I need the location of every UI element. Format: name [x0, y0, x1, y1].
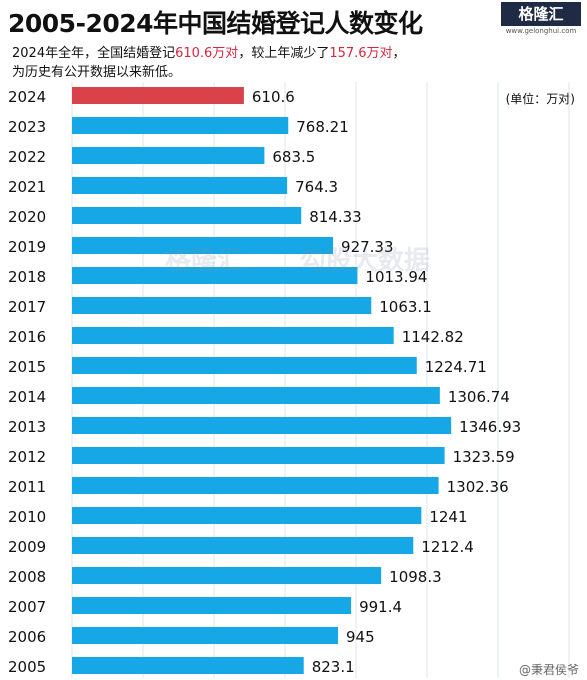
- subtitle-part-e: ，: [392, 46, 406, 61]
- category-label-2010: 2010: [8, 508, 46, 526]
- subtitle-part-a: 2024年全年，全国结婚登记: [12, 46, 176, 61]
- category-label-2009: 2009: [8, 538, 46, 556]
- bar-2014: [72, 387, 440, 404]
- bar-2015: [72, 357, 417, 374]
- bar-2022: [72, 147, 265, 164]
- bar-2019: [72, 237, 334, 254]
- category-label-2020: 2020: [8, 208, 46, 226]
- value-label-2009: 1212.4: [421, 538, 474, 556]
- bar-2024: [72, 87, 244, 104]
- watermark-logo: 格隆汇: [165, 246, 244, 276]
- chart-title: 2005-2024年中国结婚登记人数变化: [8, 9, 423, 38]
- value-label-2019: 927.33: [341, 238, 394, 256]
- category-label-2018: 2018: [8, 268, 46, 286]
- category-label-2005: 2005: [8, 658, 46, 676]
- bar-2010: [72, 507, 422, 524]
- subtitle-highlight-decrease: 157.6万对: [329, 46, 393, 61]
- category-label-2021: 2021: [8, 178, 46, 196]
- value-label-2024: 610.6: [252, 88, 295, 106]
- category-label-2007: 2007: [8, 598, 46, 616]
- bar-2013: [72, 417, 452, 434]
- bar-2006: [72, 627, 339, 644]
- bar-2009: [72, 537, 414, 554]
- value-label-2011: 1302.36: [447, 478, 509, 496]
- footer-watermark: @秉君侯爷: [518, 663, 579, 677]
- value-label-2017: 1063.1: [379, 298, 432, 316]
- category-label-2014: 2014: [8, 388, 46, 406]
- category-label-2006: 2006: [8, 628, 46, 646]
- value-label-2013: 1346.93: [459, 418, 521, 436]
- value-label-2007: 991.4: [359, 598, 402, 616]
- category-label-2023: 2023: [8, 118, 46, 136]
- category-label-2013: 2013: [8, 418, 46, 436]
- bar-2016: [72, 327, 394, 344]
- bar-2008: [72, 567, 382, 584]
- value-label-2022: 683.5: [272, 148, 315, 166]
- value-label-2016: 1142.82: [402, 328, 464, 346]
- value-label-2006: 945: [346, 628, 375, 646]
- bar-2007: [72, 597, 352, 614]
- value-label-2005: 823.1: [312, 658, 355, 676]
- logo-url: www.gelonghui.com: [505, 27, 577, 35]
- value-label-2015: 1224.71: [425, 358, 487, 376]
- category-label-2024: 2024: [8, 88, 46, 106]
- subtitle-line-1: 2024年全年，全国结婚登记610.6万对，较上年减少了157.6万对，: [12, 42, 406, 61]
- category-label-2019: 2019: [8, 238, 46, 256]
- bar-2018: [72, 267, 358, 284]
- bar-2012: [72, 447, 445, 464]
- value-label-2010: 1241: [429, 508, 467, 526]
- subtitle-part-c: ，较上年减少了: [238, 46, 330, 61]
- category-label-2012: 2012: [8, 448, 46, 466]
- bar-2020: [72, 207, 302, 224]
- category-label-2011: 2011: [8, 478, 46, 496]
- bar-2011: [72, 477, 439, 494]
- bar-2021: [72, 177, 288, 194]
- unit-label: (单位：万对): [505, 92, 575, 106]
- watermark-text: 勾股大数据: [300, 246, 431, 276]
- value-label-2008: 1098.3: [389, 568, 442, 586]
- subtitle-line-2: 为历史有公开数据以来新低。: [12, 65, 182, 80]
- logo-text: 格隆汇: [501, 2, 581, 26]
- subtitle-highlight-total: 610.6万对: [175, 46, 239, 61]
- bar-2023: [72, 117, 289, 134]
- category-label-2022: 2022: [8, 148, 46, 166]
- category-label-2017: 2017: [8, 298, 46, 316]
- category-label-2008: 2008: [8, 568, 46, 586]
- bar-2005: [72, 657, 304, 674]
- brand-logo: 格隆汇 www.gelonghui.com: [501, 2, 581, 36]
- bar-2017: [72, 297, 372, 314]
- value-label-2012: 1323.59: [453, 448, 515, 466]
- value-label-2014: 1306.74: [448, 388, 510, 406]
- category-label-2015: 2015: [8, 358, 46, 376]
- value-label-2023: 768.21: [296, 118, 349, 136]
- value-label-2021: 764.3: [295, 178, 338, 196]
- category-label-2016: 2016: [8, 328, 46, 346]
- value-label-2020: 814.33: [309, 208, 362, 226]
- value-label-2018: 1013.94: [365, 268, 427, 286]
